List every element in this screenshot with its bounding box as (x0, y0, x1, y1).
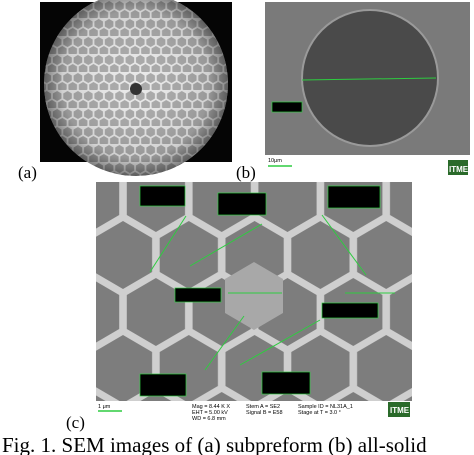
logo: ITME (449, 165, 469, 174)
logo: ITME (390, 406, 410, 415)
info-text: Signal B = E58 (246, 410, 283, 416)
panel-label: (c) (66, 413, 85, 432)
panel-label: (b) (236, 163, 256, 182)
panel-label: (a) (18, 163, 37, 182)
info-text: Sample ID = NL31A_1 (298, 404, 353, 410)
info-text: WD = 6.8 mm (192, 416, 226, 422)
panel-a (40, 0, 232, 176)
caption: Fig. 1. SEM images of (a) subpreform (b)… (2, 433, 427, 455)
info-text: Stage at T = 3.0 ° (298, 410, 341, 416)
panel-c: 1 μm Mag = 8.44 K X EHT = 5.00 kV WD = 6… (96, 182, 412, 422)
panel-b: 10μm ITME (265, 2, 470, 180)
scale-label: 10μm (268, 158, 282, 164)
scale-label: 1 μm (98, 404, 111, 410)
info-text: Mag = 8.44 K X (192, 404, 230, 410)
info-text: Stem A = SE2 (246, 404, 280, 410)
info-text: EHT = 5.00 kV (192, 410, 228, 416)
